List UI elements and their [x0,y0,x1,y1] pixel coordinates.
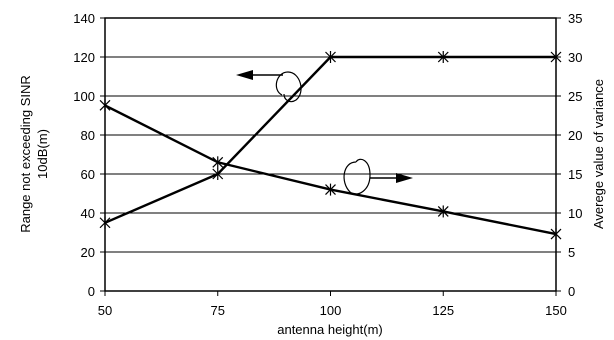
series-2-point [212,156,224,169]
x-tick-label: 100 [320,303,342,318]
y-left-axis-label-line-1: Range not exceeding SINR [18,75,33,233]
y-right-tick-label: 10 [568,206,582,221]
x-tick-labels: 50 75 100 125 150 [98,291,567,318]
series-2-line [104,104,557,236]
series-1-point [437,51,449,63]
y-left-tick-label: 80 [81,128,95,143]
series-group [99,51,562,241]
y-left-tick-label: 40 [81,206,95,221]
y-right-tick-label: 20 [568,128,582,143]
y-right-tick-label: 5 [568,245,575,260]
series-2-point [99,99,111,112]
y-right-tick-label: 30 [568,50,582,65]
x-tick-label: 75 [211,303,225,318]
y-right-axis-label: Averege value of variance [591,79,606,229]
series-2-point [437,205,449,218]
series-2-point [550,228,562,241]
series-1-point [212,168,224,180]
y-right-tick-label: 25 [568,89,582,104]
x-axis-label: antenna height(m) [277,322,383,337]
y-left-tick-label: 0 [88,284,95,299]
y-left-tick-label: 140 [73,11,95,26]
y-left-tick-label: 120 [73,50,95,65]
y-left-tick-label: 20 [81,245,95,260]
y-left-tick-label: 60 [81,167,95,182]
series-1-point [550,51,562,63]
series-1-axis-indicator-arrow-left-icon [236,70,253,80]
y-right-tick-labels: 0 5 10 15 20 25 30 35 [556,11,582,299]
y-left-tick-label: 100 [73,89,95,104]
series-1-point [99,216,111,229]
y-right-tick-label: 15 [568,167,582,182]
x-tick-label: 50 [98,303,112,318]
y-right-tick-label: 0 [568,284,575,299]
y-right-tick-label: 35 [568,11,582,26]
series-2-axis-indicator-arrow-right-icon [396,173,413,183]
series-1-point [325,51,336,63]
series-1-axis-indicator-loop-icon [275,71,302,103]
x-tick-label: 150 [545,303,567,318]
y-left-tick-labels: 0 20 40 60 80 100 120 140 [73,11,105,299]
annotation-group [236,70,413,195]
series-2-point [325,183,336,196]
y-left-axis-label-line-2: 10dB(m) [35,129,50,179]
x-tick-label: 125 [432,303,454,318]
series-2-axis-indicator-loop-icon [343,158,371,195]
gridlines [105,56,556,253]
